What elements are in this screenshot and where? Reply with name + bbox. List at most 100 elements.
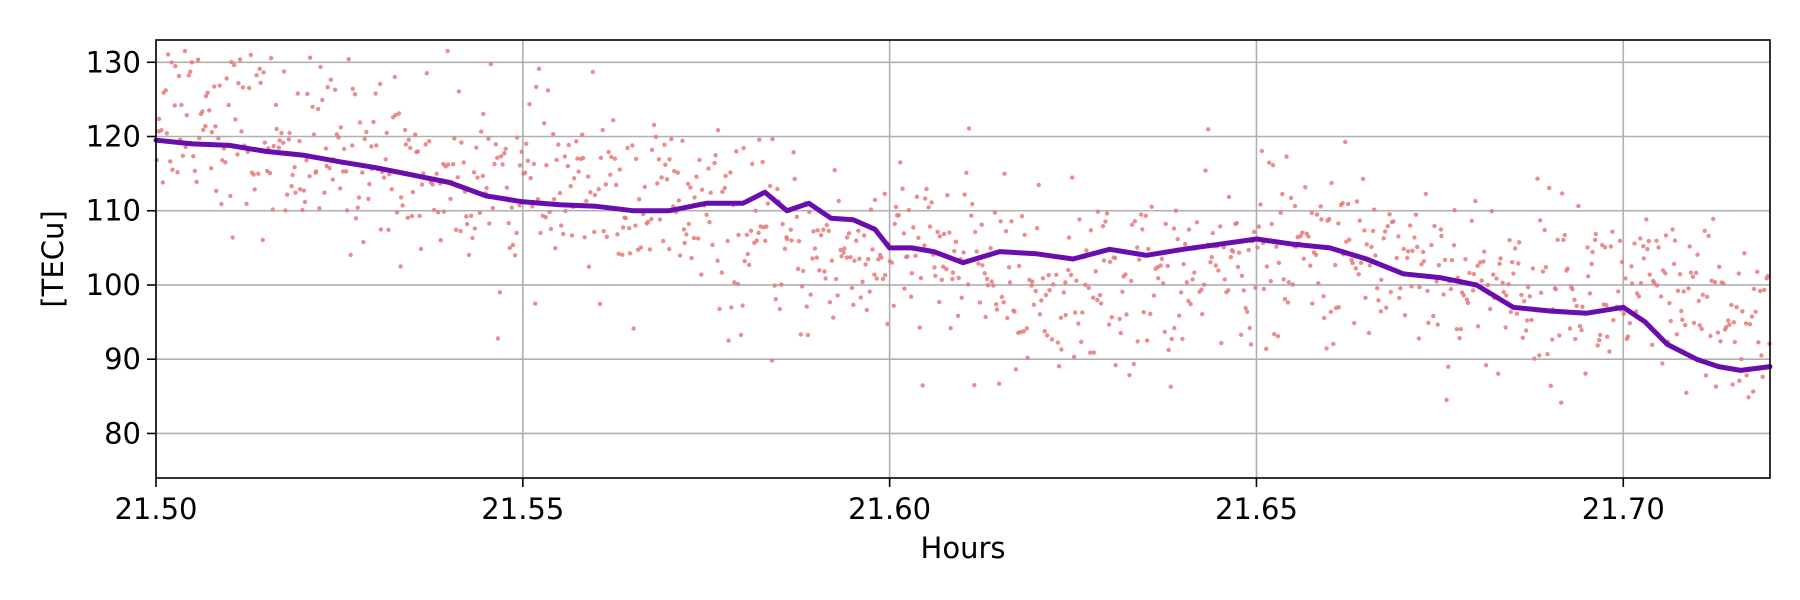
scatter-point (236, 81, 241, 86)
scatter-point (1621, 311, 1627, 316)
scatter-point (872, 197, 878, 203)
scatter-point (1091, 295, 1096, 300)
scatter-point (1239, 273, 1245, 278)
scatter-point (1362, 228, 1367, 233)
scatter-point (681, 227, 687, 232)
scatter-point (1713, 384, 1719, 389)
scatter-point (197, 135, 202, 141)
scatter-point (846, 231, 852, 236)
scatter-point (821, 227, 826, 232)
scatter-point (1658, 294, 1664, 299)
scatter-point (1084, 248, 1089, 253)
scatter-point (763, 238, 768, 243)
scatter-point (1579, 328, 1584, 333)
scatter-point (1503, 325, 1508, 330)
scatter-point (466, 252, 472, 258)
scatter-point (1553, 287, 1559, 292)
scatter-point (1168, 384, 1174, 389)
scatter-point (1489, 209, 1495, 214)
scatter-point (481, 111, 486, 117)
scatter-point (804, 304, 809, 309)
scatter-point (1672, 238, 1678, 243)
scatter-point (1088, 228, 1094, 233)
scatter-point (1616, 289, 1621, 294)
scatter-point (672, 168, 677, 174)
scatter-point (1731, 320, 1737, 325)
scatter-point (535, 197, 541, 202)
scatter-point (1178, 290, 1184, 295)
scatter-point (572, 176, 577, 181)
scatter-point (173, 63, 178, 69)
scatter-point (165, 52, 171, 57)
scatter-point (1647, 272, 1652, 277)
scatter-point (1129, 278, 1134, 284)
scatter-point (1333, 262, 1338, 268)
scatter-point (1605, 334, 1610, 339)
scatter-point (922, 243, 927, 248)
scatter-point (959, 295, 964, 300)
scatter-point (1230, 249, 1236, 254)
scatter-point (317, 206, 322, 211)
scatter-point (378, 227, 384, 232)
scatter-point (1073, 310, 1078, 315)
scatter-point (1652, 280, 1657, 286)
scatter-point (1677, 272, 1683, 277)
scatter-point (313, 169, 319, 174)
scatter-point (1421, 259, 1427, 264)
scatter-point (1650, 342, 1655, 347)
scatter-point (1143, 213, 1149, 218)
scatter-point (1442, 257, 1448, 263)
scatter-point (1746, 395, 1751, 400)
scatter-point (248, 52, 253, 58)
scatter-point (415, 149, 421, 154)
scatter-point (757, 137, 762, 142)
scatter-point (1324, 346, 1329, 351)
scatter-point (1117, 316, 1122, 322)
scatter-point (692, 195, 697, 200)
scatter-point (240, 85, 246, 90)
scatter-point (1680, 317, 1685, 322)
scatter-point (1681, 289, 1686, 294)
y-axis-label: [TECu] (36, 210, 70, 307)
scatter-point (182, 48, 188, 54)
scatter-point (455, 175, 460, 180)
scatter-point (1274, 244, 1279, 249)
scatter-point (405, 215, 410, 220)
scatter-point (834, 276, 839, 282)
scatter-point (779, 282, 784, 287)
scatter-point (1409, 284, 1414, 289)
scatter-point (302, 199, 308, 205)
scatter-point (1572, 297, 1577, 302)
scatter-point (1045, 333, 1050, 338)
scatter-point (889, 260, 894, 265)
scatter-point (1034, 226, 1040, 231)
scatter-point (468, 213, 474, 218)
scatter-point (320, 97, 325, 103)
scatter-point (301, 188, 307, 193)
scatter-point (1175, 236, 1180, 242)
scatter-point (536, 66, 542, 72)
scatter-point (369, 144, 374, 149)
scatter-point (609, 154, 614, 160)
scatter-point (651, 122, 657, 128)
scatter-point (1303, 185, 1308, 190)
scatter-point (1451, 243, 1457, 248)
scatter-point (999, 294, 1005, 300)
scatter-point (1465, 300, 1471, 306)
scatter-point (1479, 278, 1484, 283)
scatter-point (1604, 302, 1609, 308)
x-tick-label: 21.65 (1215, 492, 1298, 526)
scatter-point (1425, 288, 1430, 294)
scatter-point (1402, 313, 1408, 318)
scatter-point (1046, 272, 1051, 278)
scatter-point (497, 290, 503, 295)
scatter-point (1607, 349, 1612, 354)
scatter-point (988, 246, 993, 251)
scatter-point (697, 157, 702, 163)
scatter-point (386, 227, 391, 232)
scatter-point (364, 129, 369, 135)
scatter-point (1208, 260, 1213, 265)
scatter-point (689, 255, 694, 261)
scatter-point (863, 262, 868, 267)
scatter-point (1694, 270, 1699, 275)
